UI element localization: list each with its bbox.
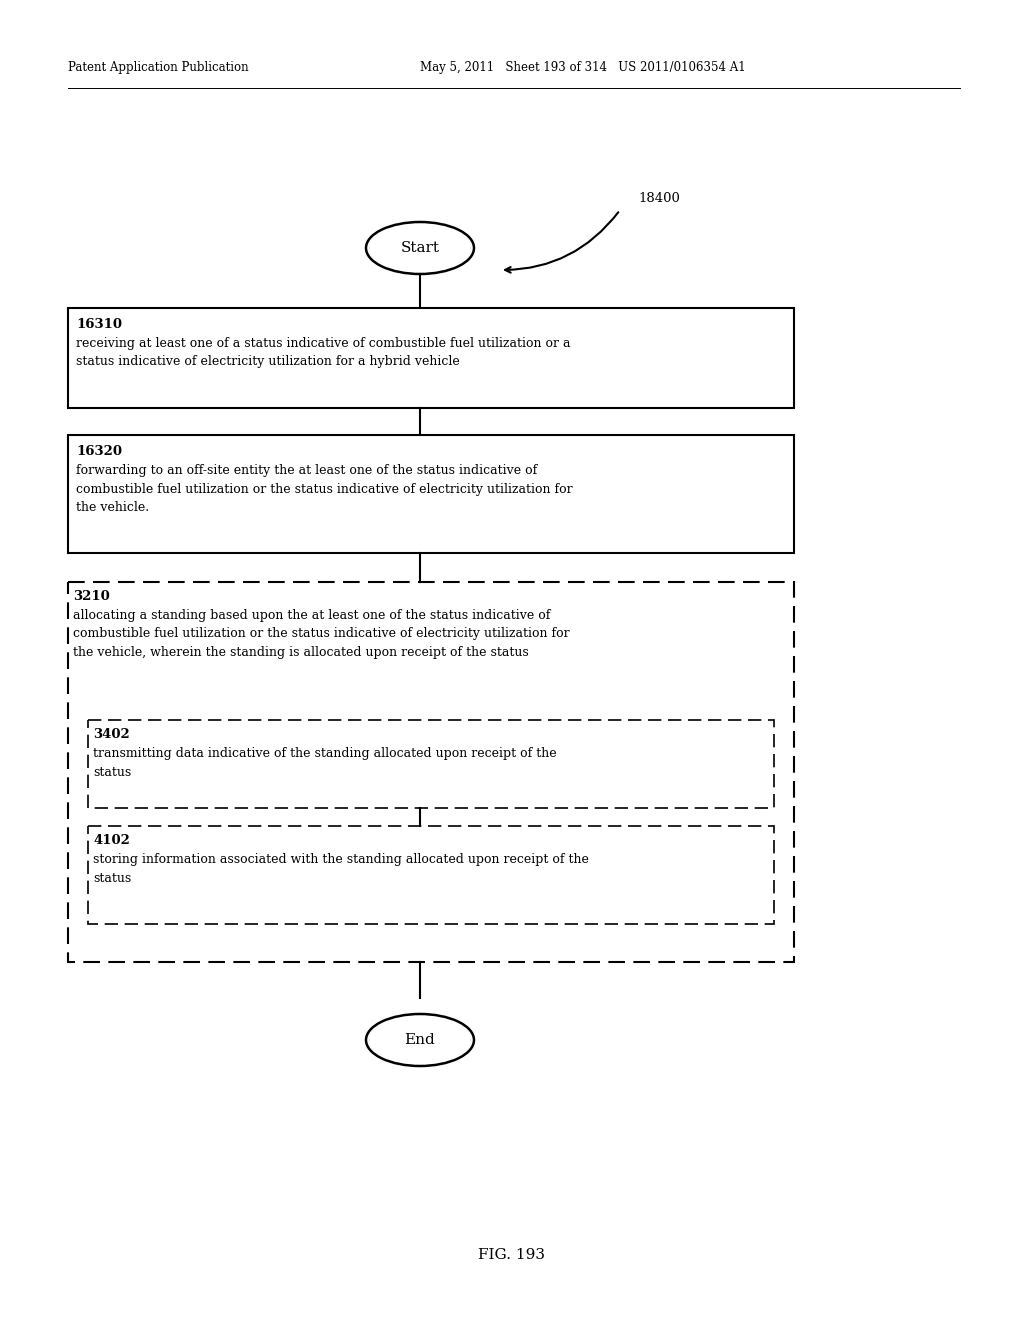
- Text: 3402: 3402: [93, 729, 130, 741]
- Text: receiving at least one of a status indicative of combustible fuel utilization or: receiving at least one of a status indic…: [76, 337, 570, 368]
- Text: allocating a standing based upon the at least one of the status indicative of
co: allocating a standing based upon the at …: [73, 609, 569, 659]
- Text: 16310: 16310: [76, 318, 122, 331]
- Bar: [68, 436, 794, 553]
- Bar: [88, 719, 774, 808]
- Bar: [88, 826, 774, 924]
- Text: 18400: 18400: [638, 191, 680, 205]
- Text: 16320: 16320: [76, 445, 122, 458]
- Text: Start: Start: [400, 242, 439, 255]
- Text: FIG. 193: FIG. 193: [478, 1247, 546, 1262]
- Text: 3210: 3210: [73, 590, 110, 603]
- Bar: [68, 308, 794, 408]
- Text: Patent Application Publication: Patent Application Publication: [68, 62, 249, 74]
- Text: May 5, 2011   Sheet 193 of 314   US 2011/0106354 A1: May 5, 2011 Sheet 193 of 314 US 2011/010…: [420, 62, 745, 74]
- Text: End: End: [404, 1034, 435, 1047]
- Text: storing information associated with the standing allocated upon receipt of the
s: storing information associated with the …: [93, 853, 589, 884]
- Text: 4102: 4102: [93, 834, 130, 847]
- Text: transmitting data indicative of the standing allocated upon receipt of the
statu: transmitting data indicative of the stan…: [93, 747, 557, 779]
- Bar: [68, 582, 794, 962]
- Text: forwarding to an off-site entity the at least one of the status indicative of
co: forwarding to an off-site entity the at …: [76, 465, 572, 513]
